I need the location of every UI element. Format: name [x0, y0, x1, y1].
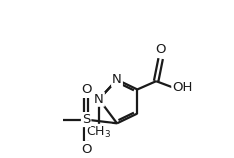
Text: O: O [81, 143, 91, 156]
Text: CH$_3$: CH$_3$ [86, 125, 111, 140]
Text: O: O [81, 83, 91, 96]
Text: O: O [155, 43, 166, 56]
Text: S: S [82, 113, 90, 126]
Text: OH: OH [172, 82, 193, 94]
Text: N: N [94, 93, 104, 106]
Text: N: N [112, 73, 122, 86]
